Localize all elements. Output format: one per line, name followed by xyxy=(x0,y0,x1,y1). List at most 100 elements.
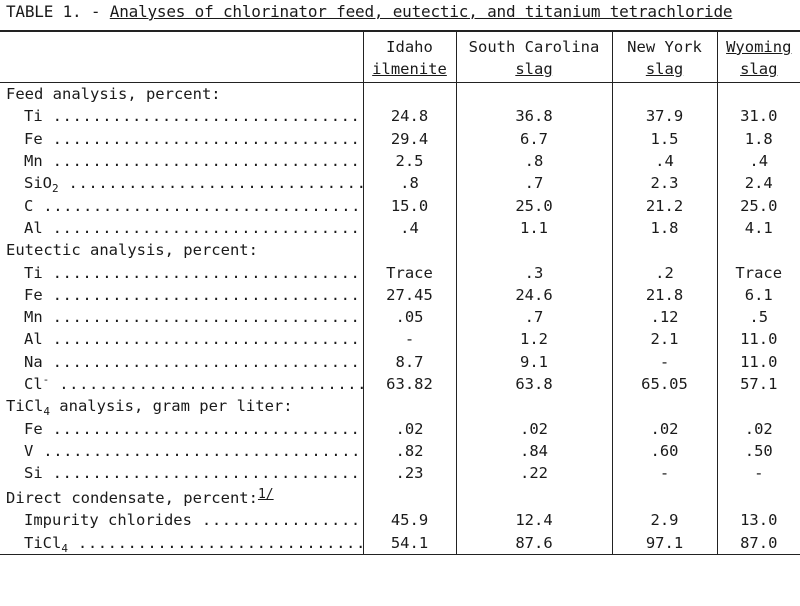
table-cell: .7 xyxy=(455,172,612,195)
table-cell: .02 xyxy=(611,417,717,440)
leader-dots: ........................................… xyxy=(43,441,363,460)
table-cell: 2.5 xyxy=(362,149,456,173)
table-caption: Analyses of chlorinator feed, eutectic, … xyxy=(109,2,733,21)
table-cell: .7 xyxy=(455,305,612,329)
table-cell: 11.0 xyxy=(716,328,800,351)
table-cell: 1.2 xyxy=(455,328,612,351)
table-row: Ti .....................................… xyxy=(0,105,800,128)
table-cell: .84 xyxy=(455,439,612,463)
column-header-wyoming: Wyoming slag xyxy=(716,30,800,83)
leader-dots: ........................................… xyxy=(52,419,363,438)
table-cell: .2 xyxy=(611,261,717,284)
table-row: Fe .....................................… xyxy=(0,127,800,150)
table-cell: 12.4 xyxy=(455,509,612,532)
column-header-south-carolina: South Carolina slag xyxy=(455,30,612,83)
table-cell: 54.1 xyxy=(362,531,456,555)
section-heading-feed-analysis: Feed analysis, percent: xyxy=(6,85,221,104)
table-cell: - xyxy=(611,350,717,373)
row-label: SiO2 ...................................… xyxy=(0,172,363,194)
table-cell: 87.0 xyxy=(716,531,800,555)
table-cell: 87.6 xyxy=(455,531,612,555)
table-cell: 65.05 xyxy=(611,372,717,396)
row-label: Fe .....................................… xyxy=(0,128,363,150)
table-row: Fe .....................................… xyxy=(0,283,800,306)
table-cell: .8 xyxy=(362,172,456,195)
leader-dots: ........................................… xyxy=(59,375,363,393)
table-row: Al .....................................… xyxy=(0,216,800,240)
row-label: TiCl4 ..................................… xyxy=(0,531,363,555)
row-label: Mn .....................................… xyxy=(0,150,363,172)
row-label: Impurity chlorides .....................… xyxy=(0,509,363,531)
table-cell: 45.9 xyxy=(362,509,456,532)
table-row: Mn .....................................… xyxy=(0,305,800,329)
table-body: Feed analysis, percent: Ti ..............… xyxy=(0,82,800,555)
table-cell: 36.8 xyxy=(455,105,612,128)
leader-dots: ........................................… xyxy=(52,352,363,371)
table-cell: 24.8 xyxy=(362,105,456,128)
section-heading-eutectic-analysis: Eutectic analysis, percent: xyxy=(6,241,258,260)
table-cell: 1.5 xyxy=(611,127,717,150)
table-cell: .50 xyxy=(716,439,800,463)
section-heading-row: Eutectic analysis, percent: xyxy=(0,239,800,262)
leader-dots: ........................................… xyxy=(52,330,363,349)
table-cell: .8 xyxy=(455,149,612,173)
table-cell: 21.2 xyxy=(611,194,717,217)
table-cell: 31.0 xyxy=(716,105,800,128)
row-label: Ti .....................................… xyxy=(0,261,363,283)
row-label: Al .....................................… xyxy=(0,328,363,350)
table-cell: 63.8 xyxy=(455,372,612,396)
column-header-idaho: Idaho ilmenite xyxy=(362,30,456,83)
table-row: Cl- ....................................… xyxy=(0,372,800,396)
leader-dots: ........................................… xyxy=(52,218,363,237)
table-row: Al .....................................… xyxy=(0,328,800,351)
leader-dots: ........................................… xyxy=(52,129,363,148)
table-row: V ......................................… xyxy=(0,439,800,463)
row-label: V ......................................… xyxy=(0,440,363,462)
section-heading-direct-condensate: Direct condensate, percent:1/ xyxy=(6,487,274,508)
leader-dots: ........................................… xyxy=(52,285,363,304)
table-cell: - xyxy=(611,462,717,485)
table-row: Mn .....................................… xyxy=(0,149,800,173)
table-cell: 29.4 xyxy=(362,127,456,150)
leader-dots: ........................................… xyxy=(52,152,363,171)
row-label: Cl- ....................................… xyxy=(0,373,363,395)
table-cell: 21.8 xyxy=(611,283,717,306)
table-cell: 11.0 xyxy=(716,350,800,373)
table-cell: 9.1 xyxy=(455,350,612,373)
table-cell: 1.1 xyxy=(455,216,612,240)
table-cell: 4.1 xyxy=(716,216,800,240)
table-row: Ti .....................................… xyxy=(0,261,800,284)
table-title: TABLE 1. - Analyses of chlorinator feed,… xyxy=(6,2,733,21)
table-cell: .02 xyxy=(455,417,612,440)
table-row: Fe .....................................… xyxy=(0,417,800,440)
leader-dots: ........................................… xyxy=(52,308,363,327)
table-row: C ......................................… xyxy=(0,194,800,217)
row-label: Mn .....................................… xyxy=(0,306,363,328)
leader-dots: ........................................… xyxy=(52,263,363,282)
row-label: Na .....................................… xyxy=(0,351,363,373)
table-cell: .12 xyxy=(611,305,717,329)
table-cell: .82 xyxy=(362,439,456,463)
table-cell: 2.9 xyxy=(611,509,717,532)
table-cell: 24.6 xyxy=(455,283,612,306)
table-cell: 37.9 xyxy=(611,105,717,128)
table-cell: .4 xyxy=(716,149,800,173)
section-heading-ticl4-analysis: TiCl4 analysis, gram per liter: xyxy=(6,397,293,419)
table-cell: - xyxy=(362,328,456,351)
table-cell: .60 xyxy=(611,439,717,463)
table-cell: 8.7 xyxy=(362,350,456,373)
row-label: Si .....................................… xyxy=(0,462,363,484)
table-cell: .22 xyxy=(455,462,612,485)
table-cell: .3 xyxy=(455,261,612,284)
table-row: SiO2 ...................................… xyxy=(0,172,800,195)
table-cell: 13.0 xyxy=(716,509,800,532)
row-label: Fe .....................................… xyxy=(0,284,363,306)
table-cell: .5 xyxy=(716,305,800,329)
row-label: C ......................................… xyxy=(0,194,363,216)
table-row: Na .....................................… xyxy=(0,350,800,373)
table-cell: .4 xyxy=(611,149,717,173)
row-label: Ti .....................................… xyxy=(0,105,363,127)
table-row: Si .....................................… xyxy=(0,462,800,485)
table-cell: 6.1 xyxy=(716,283,800,306)
table-cell: 2.4 xyxy=(716,172,800,195)
